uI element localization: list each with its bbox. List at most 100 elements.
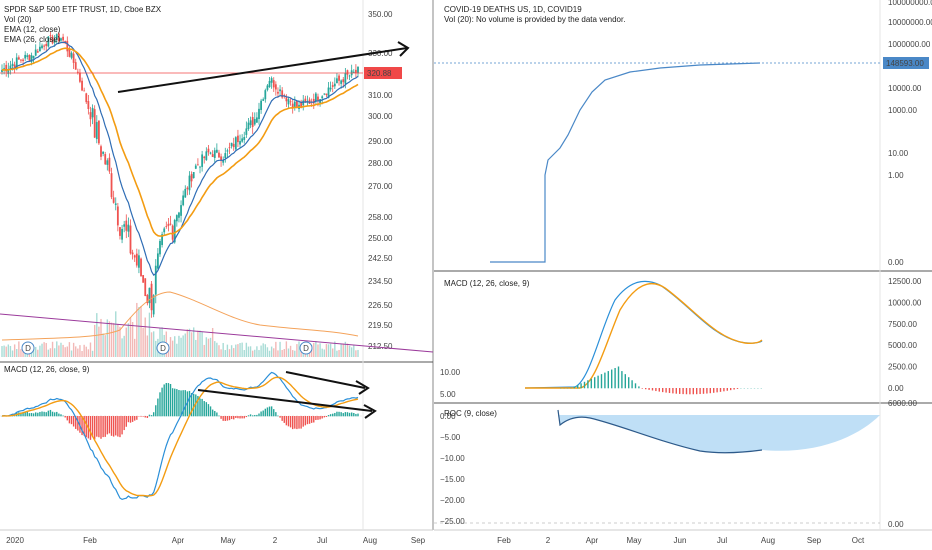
macd-hist-bar xyxy=(317,416,319,420)
candle-body xyxy=(300,102,303,108)
volume-bar xyxy=(197,330,199,357)
macd-hist-bar xyxy=(24,412,26,417)
macd-hist-bar xyxy=(171,388,174,417)
macd-hist-bar xyxy=(45,412,47,417)
candle-body xyxy=(87,101,90,110)
volume-bar xyxy=(315,341,317,357)
left-legend-line: EMA (26, close) xyxy=(4,35,61,44)
macd-hist-bar xyxy=(192,393,195,417)
volume-bar xyxy=(266,347,269,357)
volume-bar xyxy=(291,350,294,357)
right-macd-hist-bar xyxy=(716,388,718,393)
volume-bar xyxy=(317,344,319,357)
right-macd-axis-tick: 10000.00 xyxy=(888,298,922,307)
volume-bar xyxy=(13,344,16,357)
candle-body xyxy=(53,39,56,43)
macd-hist-bar xyxy=(148,414,151,417)
candle-body xyxy=(22,59,24,62)
macd-hist-bar xyxy=(220,416,222,419)
trend-arrow-head xyxy=(397,41,410,57)
macd-hist-bar xyxy=(93,416,96,440)
candle-body xyxy=(49,35,52,37)
candle-body xyxy=(154,265,157,295)
candle-body xyxy=(317,96,319,101)
volume-bar xyxy=(93,324,96,357)
candle-body xyxy=(85,93,88,103)
candle-body xyxy=(70,52,73,58)
right-macd-legend: MACD (12, 26, close, 9) xyxy=(444,279,530,288)
candle-body xyxy=(184,188,187,198)
macd-hist-bar xyxy=(298,416,300,429)
deaths-current-badge xyxy=(883,57,929,69)
right-macd-hist-bar xyxy=(604,372,606,389)
volume-bar xyxy=(346,343,349,357)
candle-body xyxy=(91,107,94,118)
volume-bar xyxy=(228,349,231,357)
price-axis-tick: 226.50 xyxy=(368,301,393,310)
candle-body xyxy=(127,224,130,232)
right-legend-line: Vol (20): No volume is provided by the d… xyxy=(444,15,625,24)
left-time-label: Sep xyxy=(411,536,426,545)
macd-hist-bar xyxy=(332,413,334,417)
volume-bar xyxy=(125,327,127,357)
candle-body xyxy=(171,225,174,240)
candle-body xyxy=(17,57,20,60)
volume-bar xyxy=(327,344,330,357)
candle-body xyxy=(133,255,136,258)
macd-hist-bar xyxy=(100,416,102,439)
macd-hist-bar xyxy=(35,412,37,417)
candle-body xyxy=(203,156,206,159)
volume-bar xyxy=(216,342,218,357)
candle-body xyxy=(209,152,212,154)
macd-hist-bar xyxy=(302,416,304,427)
right-time-label: Jun xyxy=(674,536,687,545)
macd-hist-bar xyxy=(262,410,264,417)
volume-bar xyxy=(254,349,256,357)
volume-bar xyxy=(134,338,136,357)
price-axis-tick: 250.00 xyxy=(368,234,393,243)
macd-hist-bar xyxy=(72,416,75,427)
candle-body xyxy=(169,223,172,225)
volume-bar xyxy=(171,340,174,357)
candle-body xyxy=(291,103,294,108)
macd-hist-bar xyxy=(49,409,52,417)
macd-hist-bar xyxy=(203,401,205,417)
macd-trend-line-upper xyxy=(285,371,366,389)
macd-hist-bar xyxy=(136,416,138,420)
candle-body xyxy=(100,146,102,157)
dividend-marker-label: D xyxy=(160,344,166,353)
volume-bar xyxy=(100,318,102,357)
volume-bar xyxy=(53,348,56,357)
candle-body xyxy=(11,63,14,66)
macd-hist-bar xyxy=(350,412,353,417)
volume-bar xyxy=(243,350,245,357)
macd-hist-bar xyxy=(142,416,144,417)
volume-bar xyxy=(300,349,302,357)
candle-body xyxy=(13,64,16,68)
right-macd-hist-bar xyxy=(689,388,691,395)
candle-body xyxy=(83,90,86,92)
macd-histogram xyxy=(1,382,359,440)
macd-hist-bar xyxy=(283,416,285,423)
deaths-axis-tick: 0.00 xyxy=(888,258,904,267)
candle-body xyxy=(262,99,265,101)
volume-bar xyxy=(344,341,347,357)
right-macd-hist-bar xyxy=(600,374,603,389)
candle-body xyxy=(245,128,248,135)
candle-body xyxy=(24,54,27,59)
macd-hist-bar xyxy=(152,412,155,417)
macd-hist-bar xyxy=(270,406,273,417)
candle-body xyxy=(89,112,92,120)
macd-hist-bar xyxy=(89,416,92,440)
macd-hist-bar xyxy=(184,390,186,417)
candle-body xyxy=(226,150,229,152)
candle-body xyxy=(321,96,324,99)
deaths-axis-tick: 10000000.00 xyxy=(888,18,932,27)
deaths-axis-tick: 10000.00 xyxy=(888,84,922,93)
macd-hist-bar xyxy=(224,416,226,421)
macd-hist-bar xyxy=(289,416,292,428)
macd-hist-bar xyxy=(134,416,136,421)
candle-body xyxy=(79,72,81,82)
volume-bar xyxy=(77,348,79,357)
macd-hist-bar xyxy=(268,406,271,417)
